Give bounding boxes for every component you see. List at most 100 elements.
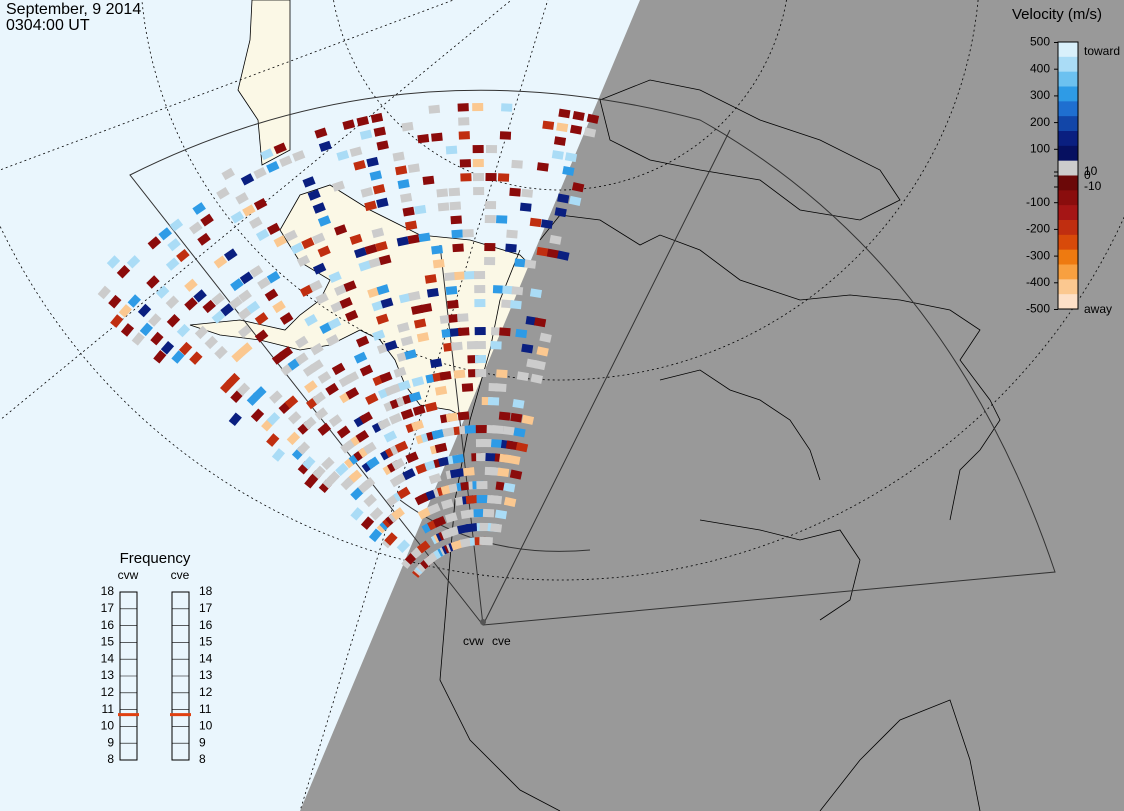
echo-cell bbox=[230, 210, 245, 224]
echo-cell bbox=[302, 456, 316, 470]
echo-cell bbox=[331, 362, 346, 376]
echo-cell bbox=[383, 430, 398, 443]
echo-cell bbox=[490, 439, 503, 448]
echo-cell bbox=[464, 271, 476, 280]
echo-cell bbox=[249, 265, 264, 278]
echo-cell bbox=[314, 127, 328, 139]
echo-cell bbox=[417, 507, 432, 520]
echo-cell bbox=[238, 289, 252, 303]
echo-cell bbox=[118, 304, 132, 318]
echo-cell bbox=[586, 113, 600, 124]
velocity-tick-label: -10 bbox=[1084, 179, 1102, 193]
latitude-circle bbox=[333, 0, 787, 191]
echo-cell bbox=[431, 429, 445, 440]
echo-cell bbox=[394, 440, 409, 453]
echo-cell bbox=[427, 503, 441, 515]
echo-cell bbox=[505, 440, 518, 451]
echo-cell bbox=[260, 148, 274, 161]
echo-cell bbox=[457, 103, 469, 112]
echo-cell bbox=[279, 155, 293, 168]
echo-cell bbox=[462, 229, 474, 238]
echo-cell bbox=[339, 297, 353, 309]
echo-cell bbox=[294, 335, 309, 349]
echo-cell bbox=[553, 136, 567, 146]
frequency-tick-label: 16 bbox=[101, 618, 115, 632]
echo-cell bbox=[533, 360, 546, 371]
echo-cell bbox=[369, 170, 383, 181]
echo-cell bbox=[169, 218, 184, 232]
echo-cell bbox=[366, 156, 379, 168]
echo-cell bbox=[367, 286, 381, 299]
echo-cell bbox=[97, 285, 111, 300]
echo-cell bbox=[413, 318, 427, 329]
echo-cell bbox=[424, 274, 437, 284]
echo-cell bbox=[344, 309, 359, 322]
echo-cell bbox=[230, 278, 244, 292]
echo-cell bbox=[369, 507, 384, 521]
echo-cell bbox=[511, 159, 523, 169]
echo-cell bbox=[395, 165, 408, 176]
echo-cell bbox=[437, 202, 450, 212]
echo-cell bbox=[474, 340, 486, 350]
echo-cell bbox=[426, 287, 439, 298]
echo-cell bbox=[189, 351, 203, 365]
echo-cell bbox=[368, 257, 382, 269]
echo-cell bbox=[302, 416, 317, 430]
land-day bbox=[189, 184, 531, 421]
frequency-tick-label: 9 bbox=[107, 735, 114, 749]
echo-cell bbox=[155, 285, 170, 299]
echo-cell bbox=[398, 292, 412, 304]
echo-cell bbox=[202, 299, 217, 314]
echo-cell bbox=[235, 192, 249, 205]
echo-cell bbox=[448, 313, 461, 323]
echo-cell bbox=[450, 215, 462, 225]
echo-cell bbox=[442, 427, 455, 437]
radar-site bbox=[480, 619, 486, 625]
echo-cell bbox=[343, 280, 357, 292]
echo-cell bbox=[422, 175, 435, 185]
echo-cell bbox=[310, 359, 324, 372]
echo-cell bbox=[363, 493, 377, 508]
echo-cell bbox=[521, 414, 535, 425]
echo-cell bbox=[213, 255, 228, 269]
radar-name: cvw bbox=[118, 568, 139, 582]
velocity-tick-label: -400 bbox=[1026, 275, 1050, 289]
echo-cell bbox=[335, 462, 349, 477]
echo-cell bbox=[384, 532, 398, 546]
velocity-title: Velocity (m/s) bbox=[1012, 6, 1102, 23]
echo-cell bbox=[273, 235, 287, 248]
echo-cell bbox=[237, 307, 252, 321]
echo-cell bbox=[317, 215, 332, 227]
velocity-tick-label: 0 bbox=[1084, 168, 1091, 182]
echo-cell bbox=[365, 392, 379, 405]
echo-cell bbox=[239, 342, 253, 356]
echo-cell bbox=[380, 297, 394, 309]
echo-cell bbox=[514, 258, 526, 268]
echo-cell bbox=[412, 404, 426, 416]
echo-cell bbox=[312, 202, 326, 214]
echo-cell bbox=[153, 349, 167, 364]
echo-cell bbox=[457, 327, 470, 336]
echo-cell bbox=[503, 496, 517, 508]
color-swatch bbox=[1058, 116, 1078, 132]
night-region bbox=[300, 0, 1124, 811]
echo-cell bbox=[400, 192, 413, 203]
frequency-title: Frequency bbox=[120, 550, 191, 567]
velocity-tick-label: 100 bbox=[1030, 141, 1050, 155]
color-swatch bbox=[1058, 86, 1078, 102]
echo-cell bbox=[279, 346, 294, 360]
color-swatch bbox=[1058, 234, 1078, 251]
echo-cell bbox=[327, 317, 342, 330]
echo-cell bbox=[242, 204, 256, 217]
echo-cell bbox=[539, 332, 552, 343]
echo-cell bbox=[499, 131, 512, 140]
echo-cell bbox=[330, 300, 344, 313]
color-bar: 500400300200100100-10-100-200-300-400-50… bbox=[1026, 35, 1102, 316]
longitude-line bbox=[299, 0, 549, 811]
echo-cell bbox=[496, 215, 508, 224]
color-swatch bbox=[1058, 42, 1078, 58]
echo-cell bbox=[312, 232, 326, 245]
echo-cell bbox=[376, 197, 389, 209]
echo-cell bbox=[290, 242, 304, 255]
echo-cell bbox=[404, 349, 417, 360]
